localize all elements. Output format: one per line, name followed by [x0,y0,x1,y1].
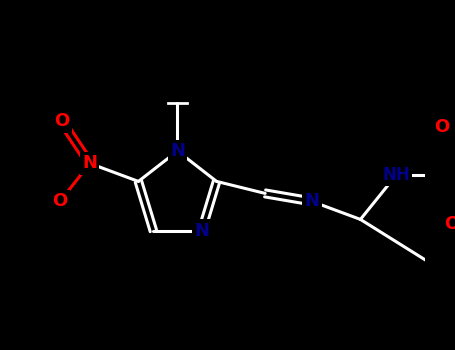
Text: N: N [82,154,97,173]
Text: O: O [445,215,455,233]
Text: N: N [304,193,319,210]
Text: O: O [52,193,67,210]
Text: N: N [170,142,185,160]
Text: O: O [434,118,450,136]
Text: O: O [54,112,70,131]
Text: NH: NH [382,166,410,184]
Text: N: N [194,222,209,240]
